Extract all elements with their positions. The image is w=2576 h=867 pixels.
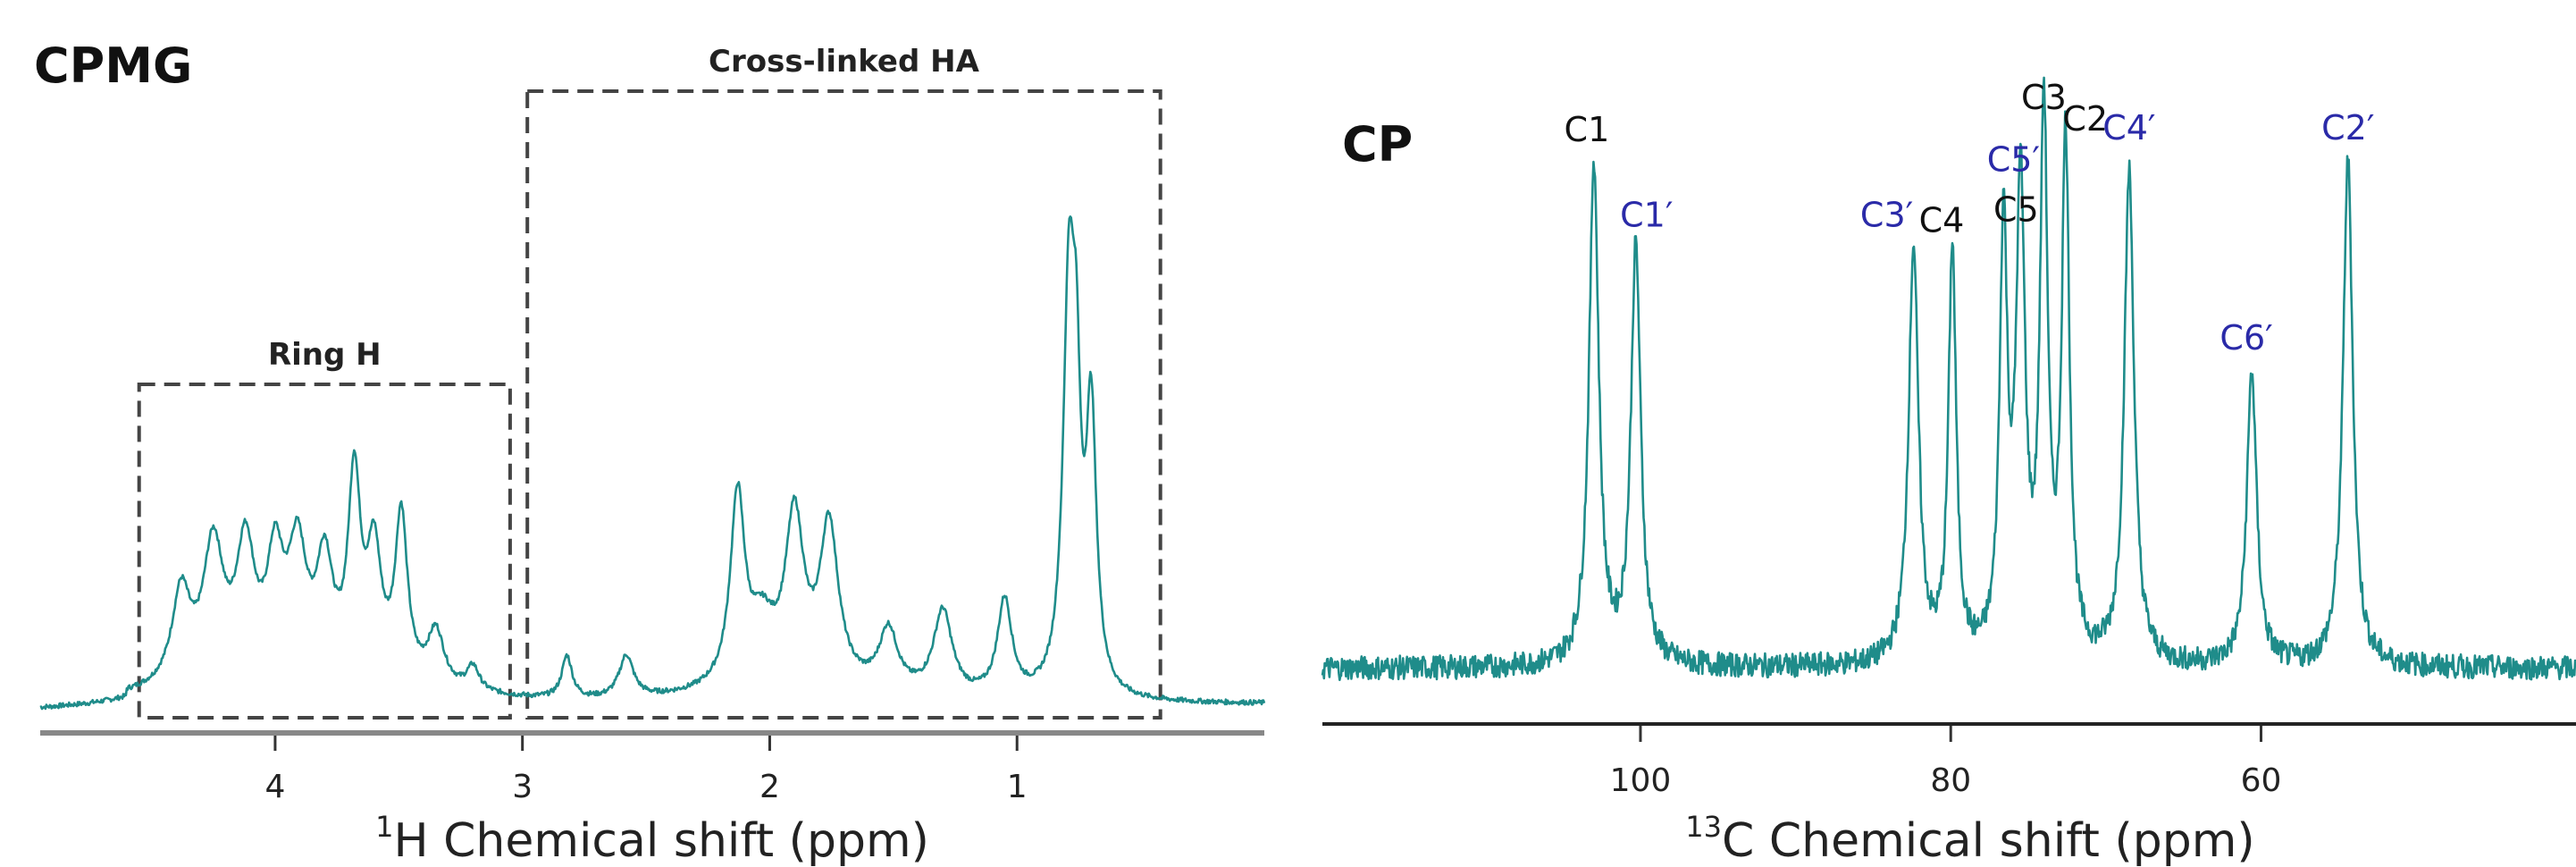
cp-peak-label: C2′ — [2321, 108, 2374, 147]
cpmg-spectrum-line — [39, 215, 1266, 711]
cp-peak-label: C2 — [2062, 99, 2108, 139]
cp-x-ticks: 100 80 60 — [1610, 726, 2282, 799]
cpmg-tick-label: 1 — [1007, 769, 1028, 805]
cpmg-tick-label: 4 — [264, 769, 285, 805]
cp-peak-label: C5 — [1993, 190, 2039, 230]
cp-title: CP — [1342, 116, 1413, 173]
cpmg-tick-label: 2 — [759, 769, 780, 805]
cp-x-axis-isotope: 13 — [1685, 810, 1722, 844]
cp-x-axis-label: C Chemical shift (ppm) — [1722, 814, 2255, 867]
ring-h-region-label: Ring H — [268, 337, 382, 373]
cp-peak-label: C4′ — [2102, 108, 2155, 147]
cp-tick-label: 80 — [1930, 762, 1971, 799]
cp-peak-label: C4 — [1919, 201, 1965, 240]
cpmg-x-axis-label: H Chemical shift (ppm) — [393, 814, 928, 867]
cp-peak-label: C1 — [1565, 110, 1610, 149]
cp-peak-label: C1′ — [1620, 196, 1673, 235]
cp-peak-label: C6′ — [2219, 318, 2272, 358]
cpmg-x-ticks: 4 3 2 1 — [264, 736, 1028, 805]
ring-h-region-box — [137, 383, 512, 720]
cross-linked-ha-region-box — [525, 89, 1162, 720]
cp-tick-label: 100 — [1610, 762, 1672, 799]
cp-peak-label: C3′ — [1860, 196, 1913, 235]
cpmg-x-axis-title: 1H Chemical shift (ppm) — [375, 810, 929, 867]
cp-x-axis-title: 13C Chemical shift (ppm) — [1685, 810, 2254, 867]
cpmg-title: CPMG — [34, 38, 192, 94]
cp-peak-label: C5′ — [1987, 140, 2040, 180]
cp-spectrum-line — [1321, 76, 2576, 681]
cp-peak-label: C3 — [2021, 78, 2067, 117]
cp-tick-label: 60 — [2241, 762, 2282, 799]
cpmg-tick-label: 3 — [512, 769, 533, 805]
cpmg-x-axis-isotope: 1 — [375, 810, 393, 844]
cross-linked-ha-region-label: Cross-linked HA — [709, 44, 980, 80]
